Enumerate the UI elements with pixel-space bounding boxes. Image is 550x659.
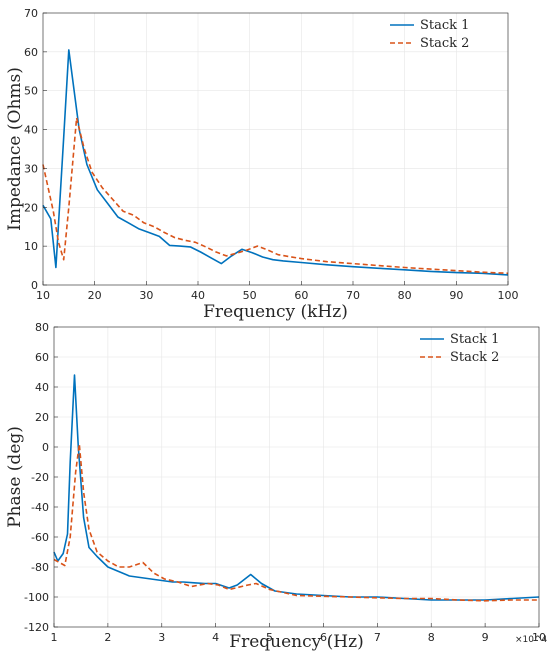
phase-x-tick-label: 5 bbox=[266, 631, 273, 644]
impedance-y-tick-label: 40 bbox=[24, 124, 38, 137]
phase-ticks: 1 2 3 4 5 6 7 8 9 10 -120 -100 -80 -60 -40 -20 0 20 40 60 80 bbox=[24, 321, 546, 644]
phase-y-tick-label: -20 bbox=[31, 471, 49, 484]
impedance-legend: Stack 1 Stack 2 bbox=[390, 18, 469, 51]
impedance-x-tick-label: 50 bbox=[243, 289, 257, 302]
phase-x-tick-label: 2 bbox=[104, 631, 111, 644]
phase-y-tick-label: -100 bbox=[24, 591, 49, 604]
phase-y-tick-label: -120 bbox=[24, 621, 49, 634]
phase-x-tick-label: 10 bbox=[532, 631, 546, 644]
phase-legend: Stack 1 Stack 2 bbox=[420, 332, 499, 365]
phase-y-tick-label: -80 bbox=[31, 561, 49, 574]
impedance-y-tick-label: 10 bbox=[24, 240, 38, 253]
impedance-y-tick-label: 20 bbox=[24, 201, 38, 214]
phase-y-tick-label: 40 bbox=[35, 381, 49, 394]
phase-grid bbox=[53, 326, 540, 628]
phase-y-tick-label: 20 bbox=[35, 411, 49, 424]
impedance-legend-label: Stack 2 bbox=[420, 36, 469, 51]
phase-ylabel: Phase (deg) bbox=[5, 426, 25, 528]
impedance-y-tick-label: 30 bbox=[24, 162, 38, 175]
impedance-xlabel: Frequency (kHz) bbox=[203, 302, 348, 322]
phase-legend-label: Stack 2 bbox=[450, 350, 499, 365]
phase-y-tick-label: -60 bbox=[31, 531, 49, 544]
phase-legend-label: Stack 1 bbox=[450, 332, 499, 347]
impedance-y-tick-label: 50 bbox=[24, 85, 38, 98]
phase-series-group bbox=[53, 374, 540, 602]
impedance-y-tick-label: 60 bbox=[24, 46, 38, 59]
phase-y-tick-label: 60 bbox=[35, 351, 49, 364]
impedance-x-tick-label: 10 bbox=[36, 289, 50, 302]
phase-x-tick-label: 3 bbox=[158, 631, 165, 644]
impedance-plot-area bbox=[43, 13, 508, 285]
phase-x-multiplier: ×10^4 bbox=[515, 635, 548, 645]
impedance-x-tick-label: 20 bbox=[88, 289, 102, 302]
impedance-x-tick-label: 70 bbox=[346, 289, 360, 302]
phase-x-tick-label: 4 bbox=[212, 631, 219, 644]
phase-y-tick-label: 0 bbox=[42, 441, 49, 454]
phase-y-tick-label: 80 bbox=[35, 321, 49, 334]
impedance-series-group bbox=[42, 49, 509, 276]
impedance-y-tick-label: 70 bbox=[24, 7, 38, 20]
impedance-x-tick-label: 40 bbox=[191, 289, 205, 302]
impedance-legend-label: Stack 1 bbox=[420, 18, 469, 33]
phase-x-tick-label: 6 bbox=[320, 631, 327, 644]
phase-x-tick-label: 8 bbox=[428, 631, 435, 644]
phase-x-tick-label: 9 bbox=[482, 631, 489, 644]
phase-y-tick-label: -40 bbox=[31, 501, 49, 514]
impedance-axes-box bbox=[42, 12, 509, 286]
phase-x-tick-label: 7 bbox=[374, 631, 381, 644]
phase-xlabel: Frequency (Hz) bbox=[229, 632, 363, 652]
impedance-x-tick-label: 100 bbox=[498, 289, 519, 302]
impedance-x-tick-label: 30 bbox=[139, 289, 153, 302]
impedance-x-tick-label: 60 bbox=[294, 289, 308, 302]
impedance-x-tick-label: 80 bbox=[398, 289, 412, 302]
impedance-line-stack-2 bbox=[42, 117, 509, 275]
phase-chart: 1 2 3 4 5 6 7 8 9 10 -120 -100 -80 -60 -40 -20 0 20 40 60 80… bbox=[5, 321, 548, 652]
impedance-x-tick-label: 90 bbox=[449, 289, 463, 302]
phase-x-tick-label: 1 bbox=[51, 631, 58, 644]
impedance-ylabel: Impedance (Ohms) bbox=[5, 67, 25, 231]
impedance-y-tick-label: 0 bbox=[31, 279, 38, 292]
impedance-line-stack-1 bbox=[42, 49, 509, 276]
